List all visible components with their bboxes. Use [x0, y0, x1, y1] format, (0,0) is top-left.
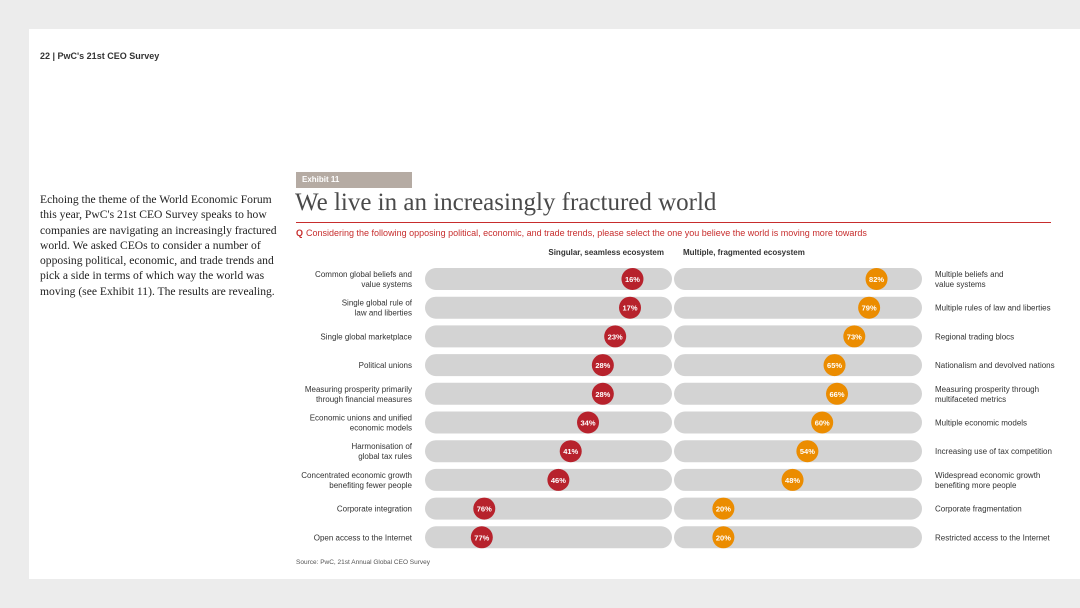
right-label-0: Multiple beliefs and value systems: [935, 270, 1003, 289]
right-value-4: 66%: [830, 390, 845, 399]
right-value-3: 65%: [827, 361, 842, 370]
left-label-9: Open access to the Internet: [314, 533, 413, 542]
left-marker-1: [619, 296, 642, 319]
question-text: Considering the following opposing polit…: [306, 228, 867, 238]
left-value-4: 28%: [595, 390, 610, 399]
right-marker-2: [843, 325, 866, 348]
report-page: 22 | PwC's 21st CEO Survey Echoing the t…: [29, 29, 1080, 579]
source-note: Source: PwC, 21st Annual Global CEO Surv…: [296, 559, 431, 566]
right-value-2: 73%: [847, 332, 862, 341]
left-value-5: 34%: [581, 419, 596, 428]
left-label-0: Common global beliefs and value systems: [315, 270, 412, 289]
right-value-5: 60%: [815, 419, 830, 428]
left-track-5: [425, 411, 672, 434]
right-label-5: Multiple economic models: [935, 419, 1027, 428]
left-track-2: [425, 325, 672, 348]
right-label-6: Increasing use of tax competition: [935, 447, 1052, 456]
right-label-1: Multiple rules of law and liberties: [935, 304, 1051, 313]
right-marker-3: [823, 354, 846, 377]
left-column-header: Singular, seamless ecosystem: [548, 248, 664, 257]
right-marker-1: [858, 296, 881, 319]
right-marker-9: [712, 526, 735, 549]
right-label-7: Widespread economic growth benefiting mor…: [935, 471, 1040, 490]
left-value-9: 77%: [474, 533, 489, 542]
question-prefix: Q: [296, 228, 304, 238]
right-column-header: Multiple, fragmented ecosystem: [683, 248, 805, 257]
right-track-9: [674, 526, 922, 549]
left-marker-9: [470, 526, 493, 549]
right-track-3: [674, 354, 922, 377]
left-marker-8: [473, 497, 496, 520]
right-value-6: 54%: [800, 447, 815, 456]
right-label-3: Nationalism and devolved nations: [935, 361, 1055, 370]
left-track-3: [425, 354, 672, 377]
left-value-8: 76%: [477, 505, 492, 514]
left-value-2: 23%: [608, 332, 623, 341]
left-label-3: Political unions: [359, 361, 412, 370]
right-value-9: 20%: [716, 533, 731, 542]
right-marker-8: [712, 497, 735, 520]
left-track-6: [425, 440, 672, 463]
left-label-4: Measuring prosperity primarily through fi…: [305, 385, 412, 404]
left-value-6: 41%: [563, 447, 578, 456]
chart-title: We live in an increasingly fractured wor…: [295, 189, 717, 216]
left-value-7: 46%: [551, 476, 566, 485]
left-marker-5: [577, 411, 600, 434]
right-marker-4: [826, 382, 849, 405]
right-track-1: [674, 296, 922, 319]
left-marker-4: [591, 382, 614, 405]
left-label-8: Corporate integration: [337, 505, 412, 514]
right-marker-6: [796, 440, 819, 463]
title-rule: [296, 222, 1051, 223]
page-header: 22 | PwC's 21st CEO Survey: [40, 51, 160, 61]
left-track-8: [425, 497, 672, 520]
right-value-0: 82%: [869, 275, 884, 284]
left-marker-0: [621, 268, 644, 290]
exhibit-tag: Exhibit 11: [296, 172, 412, 188]
right-label-9: Restricted access to the Internet: [935, 533, 1051, 542]
dumbbell-chart: 16% 82% Common global beliefs and value sys…: [301, 268, 1055, 549]
right-track-0: [674, 268, 922, 290]
left-track-4: [425, 382, 672, 405]
left-marker-7: [547, 468, 570, 491]
left-marker-6: [559, 440, 582, 463]
left-value-1: 17%: [623, 304, 638, 313]
right-marker-0: [865, 268, 888, 290]
left-label-2: Single global marketplace: [320, 332, 412, 341]
left-label-6: Harmonisation of global tax rules: [352, 442, 413, 461]
left-marker-2: [604, 325, 627, 348]
right-value-8: 20%: [716, 505, 731, 514]
left-label-1: Single global rule of law and liberties: [342, 299, 413, 318]
right-track-8: [674, 497, 922, 520]
right-marker-7: [781, 468, 804, 491]
right-label-2: Regional trading blocs: [935, 332, 1014, 341]
right-marker-5: [811, 411, 834, 434]
left-label-5: Economic unions and unified economic mode…: [310, 414, 412, 433]
left-track-0: [425, 268, 672, 290]
right-label-8: Corporate fragmentation: [935, 505, 1022, 514]
left-marker-3: [591, 354, 614, 377]
right-value-1: 79%: [862, 304, 877, 313]
right-track-5: [674, 411, 922, 434]
left-value-3: 28%: [595, 361, 610, 370]
left-label-7: Concentrated economic growth benefiting f…: [301, 471, 412, 490]
right-value-7: 48%: [785, 476, 800, 485]
left-track-9: [425, 526, 672, 549]
left-track-1: [425, 296, 672, 319]
right-track-2: [674, 325, 922, 348]
right-track-4: [674, 382, 922, 405]
survey-question: Q Considering the following opposing poli…: [296, 228, 867, 238]
right-label-4: Measuring prosperity through multifaceted…: [935, 385, 1039, 404]
left-value-0: 16%: [625, 275, 640, 284]
intro-paragraph: Echoing the theme of the World Economic …: [40, 193, 277, 298]
